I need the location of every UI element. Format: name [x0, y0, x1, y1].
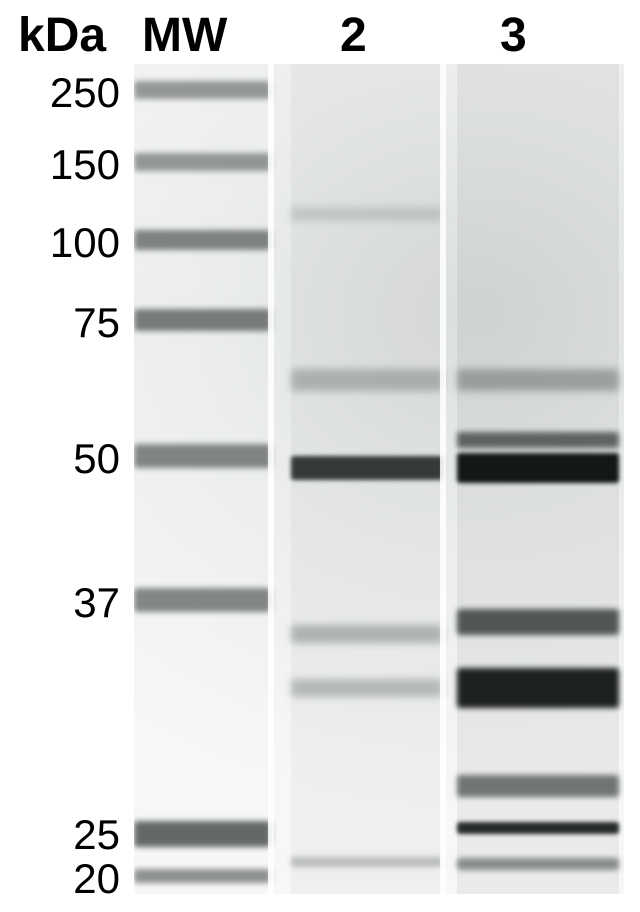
blot-band [134, 588, 271, 612]
blot-band [457, 609, 619, 635]
mw-tick-label: 150 [10, 141, 120, 189]
column-header-mw: MW [142, 8, 227, 63]
blot-band [134, 821, 271, 847]
lane-mw [134, 64, 271, 894]
blot-band [291, 456, 443, 480]
mw-tick-label: 250 [10, 69, 120, 117]
mw-tick-label: 20 [10, 855, 120, 903]
blot-membrane [130, 64, 628, 894]
blot-band [134, 81, 271, 99]
lane-2 [291, 64, 443, 894]
blot-band [457, 775, 619, 797]
lane-3 [457, 64, 619, 894]
blot-band [291, 857, 443, 867]
mw-tick-label: 50 [10, 435, 120, 483]
blot-band [457, 453, 619, 483]
blot-band [291, 625, 443, 643]
mw-tick-label: 25 [10, 811, 120, 859]
column-header-lane2: 2 [340, 8, 367, 63]
blot-band [134, 153, 271, 171]
column-header-lane3: 3 [500, 8, 527, 63]
blot-band [291, 207, 443, 221]
axis-unit-label: kDa [18, 8, 106, 63]
mw-tick-label: 37 [10, 579, 120, 627]
blot-band [291, 679, 443, 697]
blot-band [457, 822, 619, 834]
blot-band [457, 432, 619, 448]
blot-band [457, 668, 619, 708]
lanes-group [134, 64, 624, 894]
blot-band [291, 369, 443, 391]
blot-band [134, 309, 271, 331]
figure-container: kDa MW 2 3 250 150 100 75 50 37 2520 [0, 0, 640, 912]
blot-band [134, 230, 271, 250]
blot-band [134, 444, 271, 468]
lane-divider [440, 64, 446, 894]
mw-tick-label: 75 [10, 299, 120, 347]
lane-divider [268, 64, 274, 894]
mw-tick-label: 100 [10, 219, 120, 267]
blot-band [457, 858, 619, 870]
blot-band [134, 869, 271, 883]
blot-band [457, 369, 619, 391]
